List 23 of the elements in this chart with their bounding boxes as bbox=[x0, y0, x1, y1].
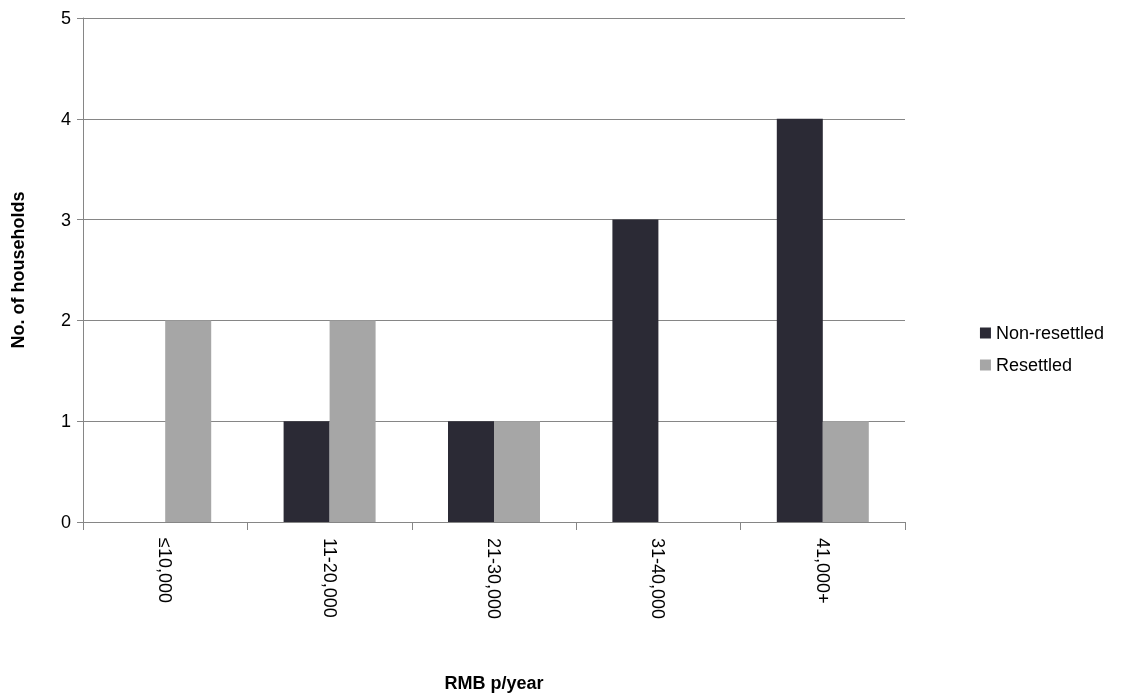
x-axis-title: RMB p/year bbox=[444, 673, 544, 693]
legend-label: Non-resettled bbox=[995, 323, 1105, 343]
bar bbox=[776, 118, 823, 522]
bar bbox=[612, 219, 659, 522]
x-tick-label: 31-40,000 bbox=[648, 538, 669, 620]
y-tick-label: 3 bbox=[60, 209, 71, 230]
bar bbox=[329, 320, 376, 522]
x-tick-label: 11-20,000 bbox=[319, 538, 340, 618]
y-tick-label: 0 bbox=[60, 512, 71, 532]
bar bbox=[448, 421, 494, 522]
y-tick-label: 5 bbox=[60, 8, 71, 28]
bar bbox=[165, 320, 212, 522]
bar bbox=[822, 421, 869, 522]
legend-label: Resettled bbox=[995, 355, 1072, 375]
x-tick-label: ≤10,000 bbox=[155, 538, 176, 603]
x-tick-label: 21-30,000 bbox=[484, 538, 504, 620]
bar bbox=[494, 421, 540, 522]
bar bbox=[283, 421, 330, 522]
y-axis-title: No. of households bbox=[8, 191, 28, 349]
y-tick-label: 4 bbox=[60, 108, 71, 129]
x-tick-label: 41,000+ bbox=[812, 538, 833, 604]
y-tick-label: 1 bbox=[60, 411, 71, 432]
y-tick-label: 2 bbox=[60, 310, 71, 331]
